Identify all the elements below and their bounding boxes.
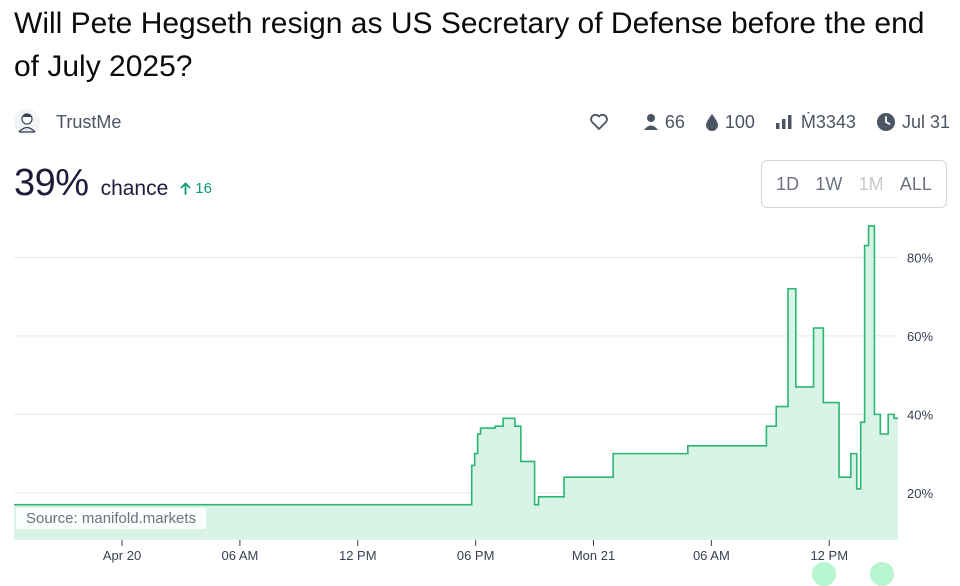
probability-change-value: 16 [195, 180, 212, 197]
heart-icon [590, 113, 608, 130]
traders-count: 66 [664, 111, 685, 132]
probability-row: 39% chance 16 [14, 162, 212, 210]
user-icon [643, 114, 658, 130]
arrow-up-icon [180, 182, 191, 195]
probability-value: 39% [14, 162, 89, 204]
x-tick-label: 06 AM [693, 548, 730, 563]
market-meta-row: TrustMe 66 100 Ṁ3343 [0, 104, 960, 140]
market-stats: 66 100 Ṁ3343 Jul 31 [589, 110, 950, 134]
x-tick-label: Mon 21 [572, 548, 615, 563]
probability-label: chance [100, 177, 169, 200]
liquidity-stat[interactable]: 100 [705, 112, 755, 133]
time-range-selector: 1D 1W 1M ALL [761, 160, 947, 208]
x-axis: Apr 20 06 AM 12 PM 06 PM Mon 21 06 AM 12 PM [103, 540, 848, 563]
liquidity-value: 100 [724, 111, 755, 132]
y-axis: 20% 40% 60% 80% [907, 250, 933, 501]
trade-bubble[interactable] [812, 562, 836, 586]
close-date: Jul 31 [901, 111, 950, 132]
x-tick-label: 12 PM [810, 548, 848, 563]
range-1w-button[interactable]: 1W [815, 173, 843, 194]
x-tick-label: Apr 20 [103, 548, 141, 563]
range-all-button[interactable]: ALL [899, 173, 932, 194]
clock-icon [876, 113, 895, 131]
droplet-icon [705, 114, 718, 131]
probability-line [14, 225, 898, 506]
trade-bubble[interactable] [870, 562, 894, 586]
range-1m-button: 1M [858, 173, 884, 194]
avatar-illustration-icon [17, 113, 37, 133]
y-tick-label: 80% [907, 250, 933, 265]
traders-stat[interactable]: 66 [643, 112, 685, 133]
creator-link[interactable]: TrustMe [14, 108, 121, 136]
creator-name[interactable]: TrustMe [56, 111, 122, 132]
probability-change: 16 [180, 180, 212, 197]
x-tick-label: 06 PM [457, 548, 495, 563]
y-tick-label: 20% [907, 486, 933, 501]
probability-area [14, 225, 898, 541]
bar-chart-icon [775, 115, 792, 129]
market-title: Will Pete Hegseth resign as US Secretary… [14, 7, 925, 83]
probability-chart[interactable]: 20% 40% 60% 80% Apr 20 06 AM 12 PM 06 PM Mon 21… [0, 222, 960, 568]
volume-stat[interactable]: Ṁ3343 [775, 112, 856, 133]
source-label: Source: manifold.markets [16, 508, 207, 529]
range-1d-button[interactable]: 1D [776, 173, 800, 194]
y-tick-label: 40% [907, 407, 933, 422]
close-date-stat[interactable]: Jul 31 [876, 112, 950, 133]
volume-value: Ṁ3343 [800, 111, 856, 132]
favorite-button[interactable] [589, 113, 609, 131]
y-tick-label: 60% [907, 329, 933, 344]
x-tick-label: 06 AM [221, 548, 258, 563]
creator-avatar[interactable] [14, 109, 40, 135]
x-tick-label: 12 PM [339, 548, 377, 563]
